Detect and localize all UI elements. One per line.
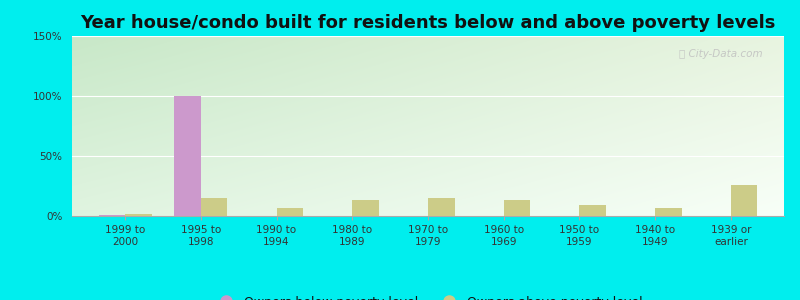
Bar	[98, 215, 125, 216]
Bar	[428, 198, 454, 216]
Bar	[277, 208, 303, 216]
Legend: Owners below poverty level, Owners above poverty level: Owners below poverty level, Owners above…	[209, 291, 647, 300]
Bar	[174, 96, 201, 216]
Text: ⓘ City-Data.com: ⓘ City-Data.com	[679, 49, 762, 58]
Bar	[504, 200, 530, 216]
Bar	[352, 200, 378, 216]
Bar	[201, 198, 227, 216]
Bar	[731, 185, 758, 216]
Bar	[579, 205, 606, 216]
Bar	[655, 208, 682, 216]
Title: Year house/condo built for residents below and above poverty levels: Year house/condo built for residents bel…	[80, 14, 776, 32]
Bar	[125, 214, 151, 216]
